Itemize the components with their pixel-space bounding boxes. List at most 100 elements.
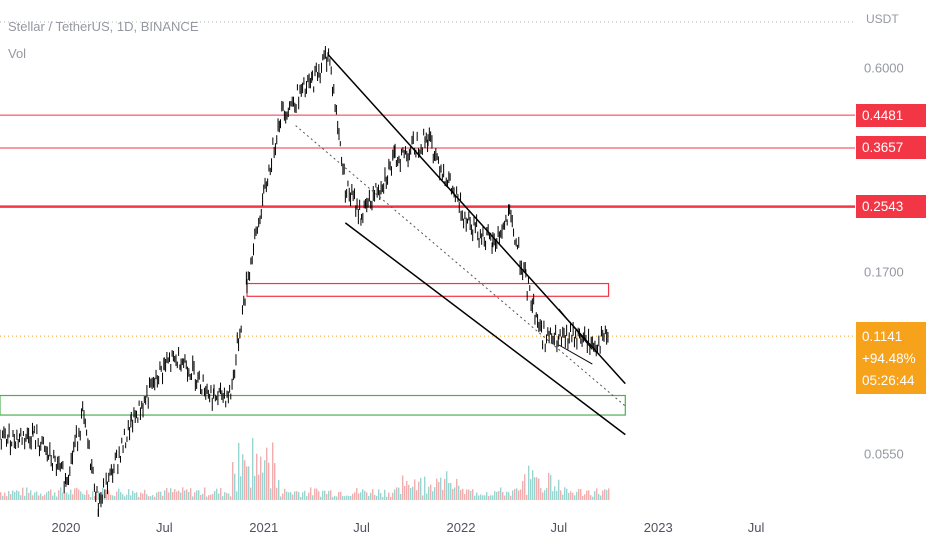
volume-bar bbox=[290, 492, 292, 500]
volume-bar bbox=[388, 492, 390, 500]
volume-bar bbox=[188, 491, 190, 500]
volume-bar bbox=[106, 489, 108, 500]
volume-bar bbox=[262, 472, 264, 500]
volume-bar bbox=[458, 485, 460, 500]
symbol-legend[interactable]: Stellar / TetherUS, 1D, BINANCE bbox=[8, 19, 199, 34]
volume-bar bbox=[58, 490, 60, 500]
volume-bar bbox=[38, 495, 40, 500]
x-tick-label: 2021 bbox=[249, 520, 279, 535]
volume-bar bbox=[590, 495, 592, 500]
volume-bar bbox=[552, 491, 554, 500]
volume-bar bbox=[516, 488, 518, 500]
volume-bar bbox=[346, 495, 348, 500]
volume-bar bbox=[124, 496, 126, 500]
volume-bar bbox=[66, 492, 68, 500]
volume-bar bbox=[14, 492, 16, 500]
volume-bar bbox=[572, 492, 574, 500]
volume-bar bbox=[402, 475, 404, 500]
volume-bar bbox=[480, 494, 482, 500]
volume-bar bbox=[194, 492, 196, 500]
volume-bar bbox=[340, 491, 342, 500]
volume-bar bbox=[352, 493, 354, 500]
volume-bar bbox=[378, 489, 380, 500]
volume-bar bbox=[252, 438, 254, 500]
volume-bar bbox=[416, 490, 418, 500]
volume-bar bbox=[6, 496, 8, 500]
volume-bar bbox=[400, 493, 402, 500]
volume-bar bbox=[160, 491, 162, 500]
y-tick-label: 0.0550 bbox=[864, 446, 904, 462]
volume-bar bbox=[296, 491, 298, 500]
volume-bar bbox=[536, 477, 538, 500]
volume-bar bbox=[62, 492, 64, 500]
volume-bar bbox=[502, 491, 504, 500]
volume-bar bbox=[504, 495, 506, 500]
volume-bar bbox=[440, 477, 442, 500]
level-price-badge: 0.2543 bbox=[856, 195, 926, 219]
volume-bar bbox=[86, 490, 88, 500]
channel-midline bbox=[295, 125, 626, 407]
volume-bar bbox=[550, 475, 552, 500]
volume-bar bbox=[450, 482, 452, 500]
volume-bar bbox=[582, 496, 584, 500]
volume-bar bbox=[286, 491, 288, 500]
volume-bar bbox=[34, 492, 36, 500]
volume-bar bbox=[300, 496, 302, 500]
volume-bar bbox=[246, 466, 248, 500]
trendline bbox=[344, 222, 626, 436]
volume-bar bbox=[192, 496, 194, 500]
volume-bar bbox=[164, 490, 166, 500]
volume-bar bbox=[602, 490, 604, 500]
volume-bar bbox=[514, 489, 516, 500]
volume-bar bbox=[460, 489, 462, 500]
volume-bar bbox=[172, 492, 174, 500]
volume-bar bbox=[372, 489, 374, 500]
volume-bar bbox=[180, 492, 182, 500]
volume-bar bbox=[282, 493, 284, 500]
volume-bar bbox=[556, 491, 558, 500]
volume-bar bbox=[266, 447, 268, 500]
axis-unit-label: USDT bbox=[866, 12, 899, 26]
volume-bar bbox=[478, 495, 480, 500]
volume-bar bbox=[198, 490, 200, 500]
current-price-value: 0.1141 bbox=[862, 329, 903, 344]
volume-bar bbox=[72, 494, 74, 500]
volume-bar bbox=[176, 491, 178, 500]
volume-bar bbox=[374, 494, 376, 500]
volume-bar bbox=[220, 488, 222, 500]
volume-bar bbox=[304, 490, 306, 500]
volume-bar bbox=[224, 492, 226, 500]
volume-bar bbox=[408, 484, 410, 500]
volume-bar bbox=[420, 477, 422, 500]
volume-bar bbox=[196, 490, 198, 500]
volume-bar bbox=[320, 496, 322, 500]
volume-bar bbox=[132, 490, 134, 500]
volume-bar bbox=[354, 492, 356, 500]
volume-bar bbox=[486, 492, 488, 500]
volume-bar bbox=[174, 489, 176, 500]
volume-bar bbox=[294, 491, 296, 500]
volume-bar bbox=[442, 489, 444, 500]
volume-bar bbox=[78, 489, 80, 500]
volume-bar bbox=[314, 488, 316, 500]
volume-bar bbox=[276, 487, 278, 500]
volume-bar bbox=[80, 491, 82, 500]
volume-bar bbox=[540, 488, 542, 500]
volume-bar bbox=[584, 494, 586, 500]
volume-bar bbox=[54, 492, 56, 500]
volume-legend[interactable]: Vol bbox=[8, 46, 27, 61]
level-price-badge: 0.3657 bbox=[856, 136, 926, 160]
volume-bar bbox=[166, 487, 168, 500]
volume-bar bbox=[510, 495, 512, 500]
x-tick-label: Jul bbox=[155, 520, 173, 535]
volume-bar bbox=[558, 479, 560, 500]
volume-bar bbox=[574, 495, 576, 500]
volume-bar bbox=[466, 489, 468, 500]
volume-bar bbox=[116, 491, 118, 500]
volume-bar bbox=[52, 495, 54, 500]
volume-bar bbox=[324, 490, 326, 500]
volume-bar bbox=[494, 491, 496, 500]
volume-bar bbox=[368, 495, 370, 500]
volume-bar bbox=[22, 487, 24, 500]
